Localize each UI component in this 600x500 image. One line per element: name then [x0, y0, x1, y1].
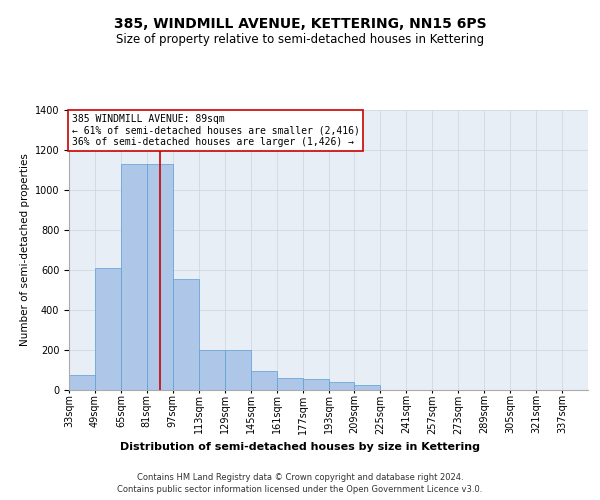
Bar: [121, 164, 147, 390]
Bar: [199, 350, 225, 390]
Bar: [302, 379, 329, 390]
Bar: [277, 378, 302, 390]
Y-axis label: Number of semi-detached properties: Number of semi-detached properties: [20, 154, 31, 346]
Text: Size of property relative to semi-detached houses in Kettering: Size of property relative to semi-detach…: [116, 32, 484, 46]
Bar: [329, 382, 355, 390]
Text: Contains public sector information licensed under the Open Government Licence v3: Contains public sector information licen…: [118, 485, 482, 494]
Bar: [69, 375, 95, 390]
Text: Distribution of semi-detached houses by size in Kettering: Distribution of semi-detached houses by …: [120, 442, 480, 452]
Text: Contains HM Land Registry data © Crown copyright and database right 2024.: Contains HM Land Registry data © Crown c…: [137, 472, 463, 482]
Bar: [173, 279, 199, 390]
Bar: [251, 371, 277, 390]
Bar: [95, 268, 121, 390]
Bar: [355, 385, 380, 390]
Text: 385 WINDMILL AVENUE: 89sqm
← 61% of semi-detached houses are smaller (2,416)
36%: 385 WINDMILL AVENUE: 89sqm ← 61% of semi…: [71, 114, 359, 148]
Bar: [147, 164, 173, 390]
Text: 385, WINDMILL AVENUE, KETTERING, NN15 6PS: 385, WINDMILL AVENUE, KETTERING, NN15 6P…: [113, 18, 487, 32]
Bar: [225, 350, 251, 390]
